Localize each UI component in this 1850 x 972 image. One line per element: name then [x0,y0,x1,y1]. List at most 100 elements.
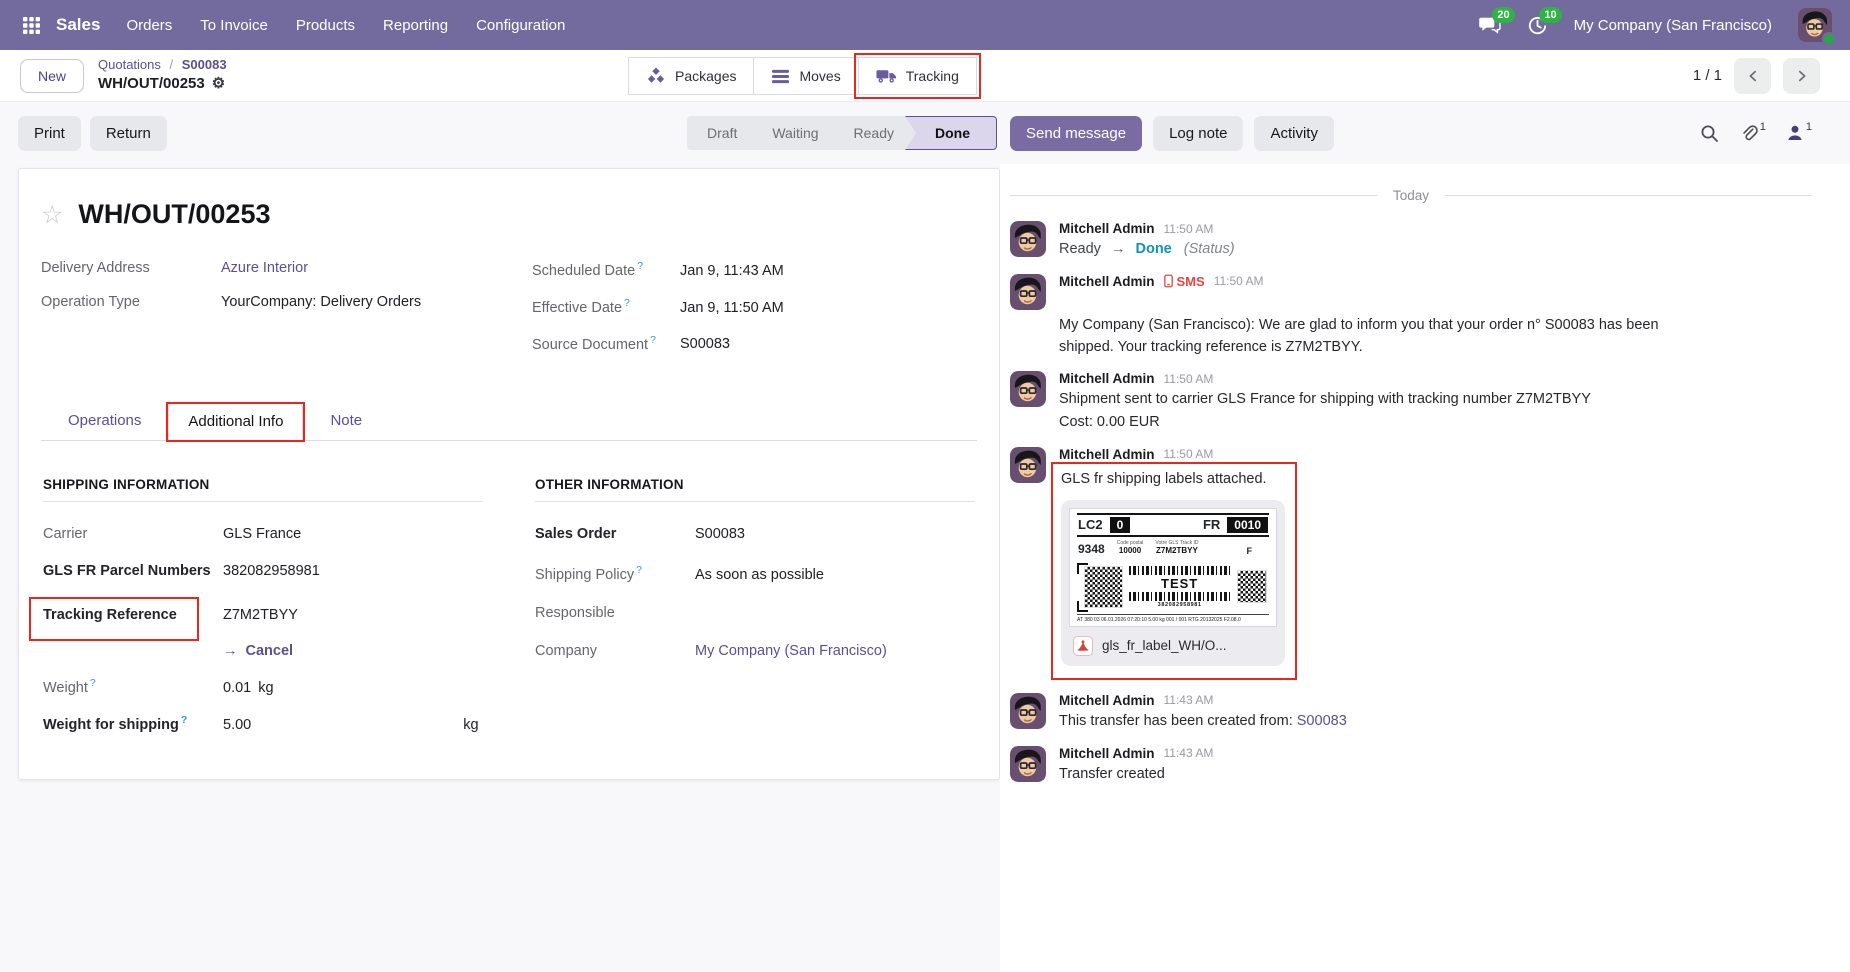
message-time: 11:43 AM [1163,746,1214,760]
date-divider-label: Today [1392,188,1430,203]
sales-order-value[interactable]: S00083 [695,526,745,543]
attachments-button[interactable]: 1 [1739,121,1766,143]
avatar [1010,693,1046,729]
attachment-file-row[interactable]: gls_fr_label_WH/O... [1069,627,1277,658]
favorite-star-icon[interactable]: ☆ [41,200,64,229]
other-information-section: OTHER INFORMATION Sales Order S00083 Shi… [535,477,975,750]
followers-button[interactable]: 1 [1786,121,1812,142]
message-author[interactable]: Mitchell Admin [1059,692,1155,708]
weight-value[interactable]: 0.01 [223,679,252,696]
barcode [1128,591,1231,601]
form-sheet: ☆ WH/OUT/00253 Delivery Address Azure In… [18,168,1000,780]
message-body: My Company (San Francisco): We are glad … [1059,316,1659,355]
cancel-shipment-link[interactable]: → Cancel [223,642,294,659]
chatter-panel: Today Mitchell Admin 11:50 AM Ready → Do… [1000,164,1850,972]
menu-products[interactable]: Products [295,16,356,34]
tracking-button[interactable]: Tracking [853,53,981,99]
message-labels-attached: Mitchell Admin 11:50 AM GLS fr shipping … [1010,446,1812,680]
status-field-note: (Status) [1183,241,1235,257]
activities-count-badge: 10 [1539,6,1562,23]
breadcrumb-quotations[interactable]: Quotations [98,57,161,73]
source-order-link[interactable]: S00083 [1296,712,1347,729]
scheduled-date-value[interactable]: Jan 9, 11:43 AM [680,262,784,279]
return-button[interactable]: Return [89,115,167,151]
message-author[interactable]: Mitchell Admin [1059,273,1155,289]
pager-previous-button[interactable] [1734,57,1771,94]
label-country: FR [1202,517,1221,532]
log-note-button[interactable]: Log note [1153,115,1244,151]
tab-additional-info[interactable]: Additional Info [166,402,306,443]
new-button[interactable]: New [20,58,85,93]
source-document-value[interactable]: S00083 [680,336,730,353]
shipping-section-title: SHIPPING INFORMATION [43,477,483,503]
pager-next-button[interactable] [1783,57,1820,94]
shipping-policy-label: Shipping Policy? [535,564,642,584]
status-step-waiting[interactable]: Waiting [745,116,840,150]
status-from: Ready [1059,241,1101,257]
label-caption: Code postal [1116,539,1144,546]
menu-configuration[interactable]: Configuration [476,16,566,34]
print-button[interactable]: Print [18,115,81,151]
company-value[interactable]: My Company (San Francisco) [695,643,887,660]
menu-orders[interactable]: Orders [126,16,173,34]
breadcrumb-sale-order[interactable]: S00083 [181,57,227,73]
barcode [1128,565,1231,575]
status-step-ready[interactable]: Ready [827,116,916,150]
weight-for-shipping-value[interactable]: 5.00 [223,716,252,733]
delivery-address-value[interactable]: Azure Interior [221,260,309,276]
operation-type-value[interactable]: YourCompany: Delivery Orders [221,294,422,310]
message-body-line2: Cost: 0.00 EUR [1059,414,1160,430]
chevron-left-icon [1749,70,1756,81]
pager-count: 1 / 1 [1692,67,1722,84]
right-field-group: Scheduled Date? Jan 9, 11:43 AM Effectiv… [532,260,977,370]
menu-reporting[interactable]: Reporting [383,16,449,34]
label-number: 9348 [1078,541,1105,556]
attachment-card[interactable]: LC2 0 FR 0010 9348 Code postal [1061,499,1285,666]
message-author[interactable]: Mitchell Admin [1059,446,1155,462]
send-message-button[interactable]: Send message [1010,115,1143,151]
messages-icon[interactable]: 20 [1478,7,1515,35]
parcel-numbers-value[interactable]: 382082958981 [223,563,320,580]
status-strip: Print Return Draft Waiting Ready Done Se… [0,102,1850,164]
tab-operations[interactable]: Operations [68,412,142,430]
datamatrix-code [1236,570,1267,604]
search-messages-icon[interactable] [1700,124,1719,143]
tracking-reference-value[interactable]: Z7M2TBYY [223,606,298,623]
message-author[interactable]: Mitchell Admin [1059,371,1155,387]
date-divider: Today [1010,188,1812,203]
shipping-policy-value[interactable]: As soon as possible [695,567,824,584]
status-to: Done [1135,241,1172,257]
source-document-label: Source Document? [532,333,656,353]
activities-clock-icon[interactable]: 10 [1527,6,1562,36]
carrier-label: Carrier [43,526,88,543]
effective-date-value[interactable]: Jan 9, 11:50 AM [680,299,784,316]
message-time: 11:43 AM [1163,693,1214,708]
company-label: Company [535,643,598,660]
moves-button[interactable]: Moves [754,57,859,95]
apps-menu-icon[interactable] [18,12,44,38]
message-sms: Mitchell Admin SMS 11:50 AM My Company (… [1010,273,1812,359]
message-author[interactable]: Mitchell Admin [1059,221,1155,236]
weight-for-shipping-uom: kg [463,716,479,733]
help-icon: ? [180,713,188,726]
control-bar: New Quotations / S00083 WH/OUT/00253 ⚙ P… [0,50,1850,102]
avatar [1010,746,1046,782]
gear-icon[interactable]: ⚙ [211,75,226,93]
menu-to-invoice[interactable]: To Invoice [200,16,268,34]
barcode-number: 382082958981 [1157,601,1202,608]
message-author[interactable]: Mitchell Admin [1059,745,1155,761]
tab-note[interactable]: Note [330,412,363,430]
pager: 1 / 1 [1692,57,1820,94]
carrier-value[interactable]: GLS France [223,526,302,543]
responsible-label: Responsible [535,605,615,622]
breadcrumb: Quotations / S00083 WH/OUT/00253 ⚙ [98,57,227,93]
app-name[interactable]: Sales [56,15,101,34]
user-menu[interactable] [1798,8,1836,46]
packages-button[interactable]: Packages [628,57,755,95]
activity-button[interactable]: Activity [1254,115,1334,151]
status-step-done[interactable]: Done [904,116,997,150]
status-step-draft[interactable]: Draft [687,116,759,150]
left-field-group: Delivery Address Azure Interior Operatio… [41,260,486,370]
packages-cubes-icon [647,67,665,83]
company-switcher[interactable]: My Company (San Francisco) [1573,16,1772,34]
